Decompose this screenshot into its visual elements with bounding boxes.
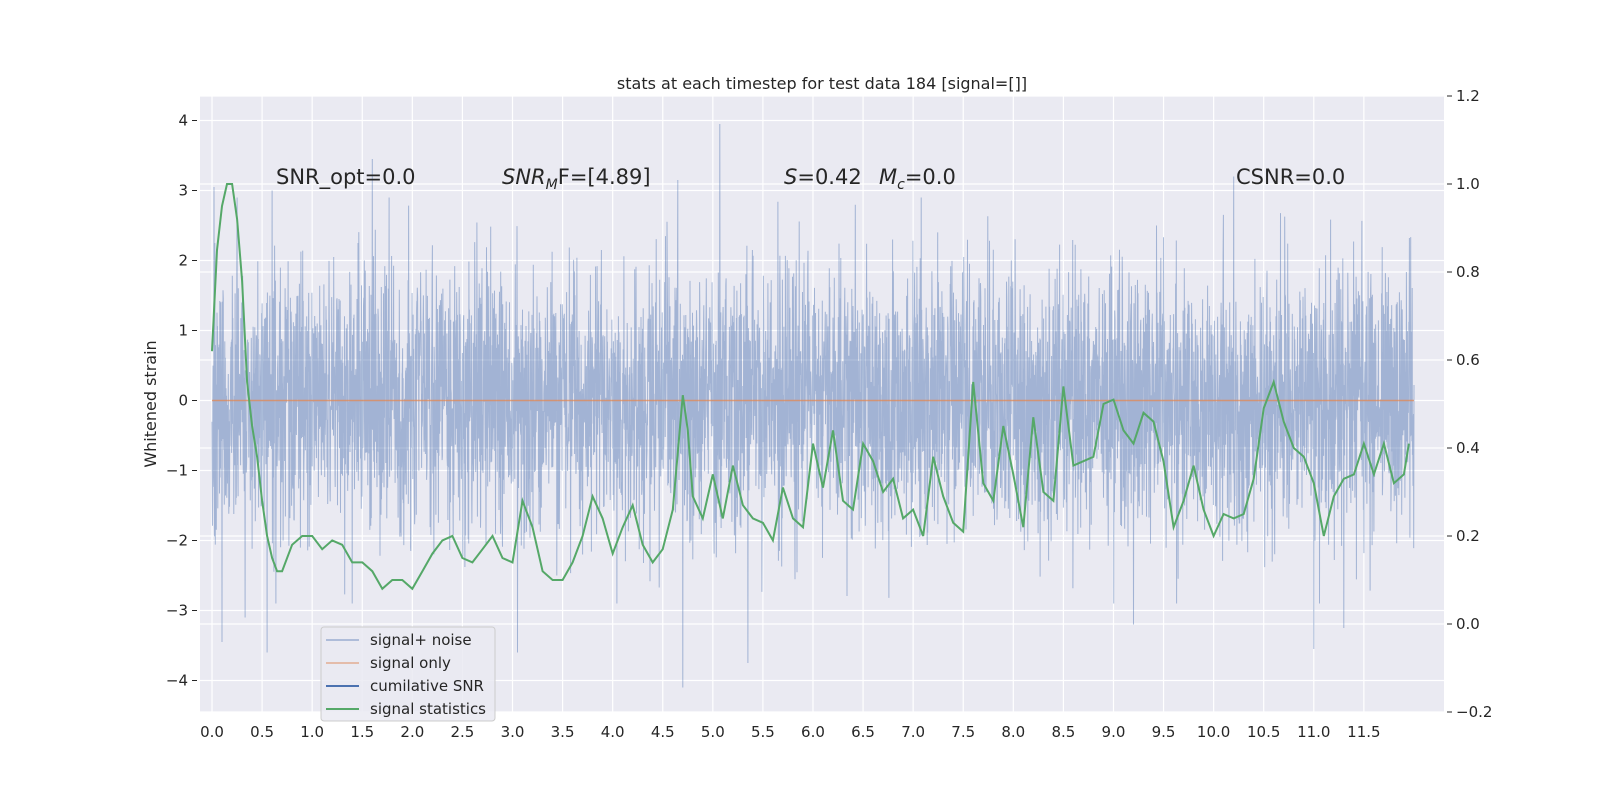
x-tick-label: 5.5 <box>751 723 775 741</box>
y2-tick-label: −0.2 <box>1456 703 1492 721</box>
annotation-s-symbol: S <box>784 165 797 189</box>
annotation-snr-mf-symbol: SNR <box>502 165 546 189</box>
y-tick-label: −4 <box>166 672 188 690</box>
y2-tick-label: 1.2 <box>1456 87 1480 105</box>
legend-label-signal-only: signal only <box>370 654 451 672</box>
annotation-s: S=0.42 <box>784 165 862 189</box>
y-tick-label: −2 <box>166 532 188 550</box>
x-tick-label: 1.5 <box>350 723 374 741</box>
x-tick-label: 7.5 <box>951 723 975 741</box>
y-tick-label: −3 <box>166 602 188 620</box>
y-tick-label: 1 <box>178 322 188 340</box>
legend-label-cumulative-snr: cumilative SNR <box>370 677 484 695</box>
signal-statistics-line <box>211 183 1410 591</box>
annotation-snr-mf: SNRMF=[4.89] <box>502 165 651 193</box>
x-axis: 0.0 0.5 1.0 1.5 2.0 2.5 3.0 3.5 4.0 4.5 5.0 5.5 6.0 6… <box>200 723 1380 741</box>
y-tick-label: 4 <box>178 112 188 130</box>
x-tick-label: 6.5 <box>851 723 875 741</box>
y-tick-label: −1 <box>166 462 188 480</box>
x-tick-label: 0.0 <box>200 723 224 741</box>
annotation-snr-mf-subscript: M <box>546 177 558 193</box>
y-axis-label: Whitened strain <box>141 340 160 467</box>
y-tick-label: 0 <box>178 392 188 410</box>
x-tick-label: 10.0 <box>1197 723 1230 741</box>
annotation-mc-symbol: M <box>879 165 897 189</box>
legend-box <box>320 626 496 722</box>
y-tick-label: 3 <box>178 182 188 200</box>
legend-label-signal-noise: signal+ noise <box>370 631 472 649</box>
legend: signal+ noise signal only cumilative SNR… <box>320 626 496 722</box>
x-tick-label: 2.0 <box>400 723 424 741</box>
x-tick-label: 2.5 <box>450 723 474 741</box>
y2-tick-label: 0.6 <box>1456 351 1480 369</box>
y2-tick-label: 0.0 <box>1456 615 1480 633</box>
x-tick-label: 4.0 <box>601 723 625 741</box>
annotation-csnr: CSNR=0.0 <box>1236 165 1345 189</box>
x-tick-label: 11.0 <box>1297 723 1330 741</box>
y2-tick-label: 0.8 <box>1456 263 1480 281</box>
x-tick-label: 6.0 <box>801 723 825 741</box>
chart-title: stats at each timestep for test data 184… <box>617 74 1027 93</box>
y2-tick-label: 1.0 <box>1456 175 1480 193</box>
series-signal-statistics <box>211 183 1410 591</box>
series-signal-noise <box>211 123 1415 688</box>
annotation-snr-opt: SNR_opt=0.0 <box>276 165 416 190</box>
x-tick-label: 4.5 <box>651 723 675 741</box>
x-tick-label: 9.5 <box>1152 723 1176 741</box>
annotation-mc-subscript: c <box>897 177 905 193</box>
x-tick-label: 3.0 <box>501 723 525 741</box>
x-tick-label: 8.5 <box>1051 723 1075 741</box>
x-tick-label: 10.5 <box>1247 723 1280 741</box>
x-tick-label: 7.0 <box>901 723 925 741</box>
y-axis-left: 4 3 2 1 0 −1 −2 −3 −4 <box>166 112 197 690</box>
annotation-snr-mf-value: F=[4.89] <box>558 165 651 189</box>
annotation-mc-value: =0.0 <box>905 165 956 189</box>
legend-label-signal-statistics: signal statistics <box>370 700 486 718</box>
x-tick-label: 1.0 <box>300 723 324 741</box>
y-axis-right: 1.2 1.0 0.8 0.6 0.4 0.2 0.0 −0.2 <box>1447 87 1492 721</box>
x-tick-label: 11.5 <box>1347 723 1380 741</box>
x-tick-label: 5.0 <box>701 723 725 741</box>
x-tick-label: 3.5 <box>551 723 575 741</box>
x-tick-label: 8.0 <box>1001 723 1025 741</box>
y-tick-label: 2 <box>178 252 188 270</box>
plot-area-background <box>200 96 1444 712</box>
grid <box>200 95 1444 713</box>
annotation-mc: Mc=0.0 <box>879 165 956 193</box>
annotation-s-value: =0.42 <box>797 165 861 189</box>
noise-line <box>211 123 1415 688</box>
y2-tick-label: 0.2 <box>1456 527 1480 545</box>
x-tick-label: 9.0 <box>1102 723 1126 741</box>
x-tick-label: 0.5 <box>250 723 274 741</box>
y2-tick-label: 0.4 <box>1456 439 1480 457</box>
